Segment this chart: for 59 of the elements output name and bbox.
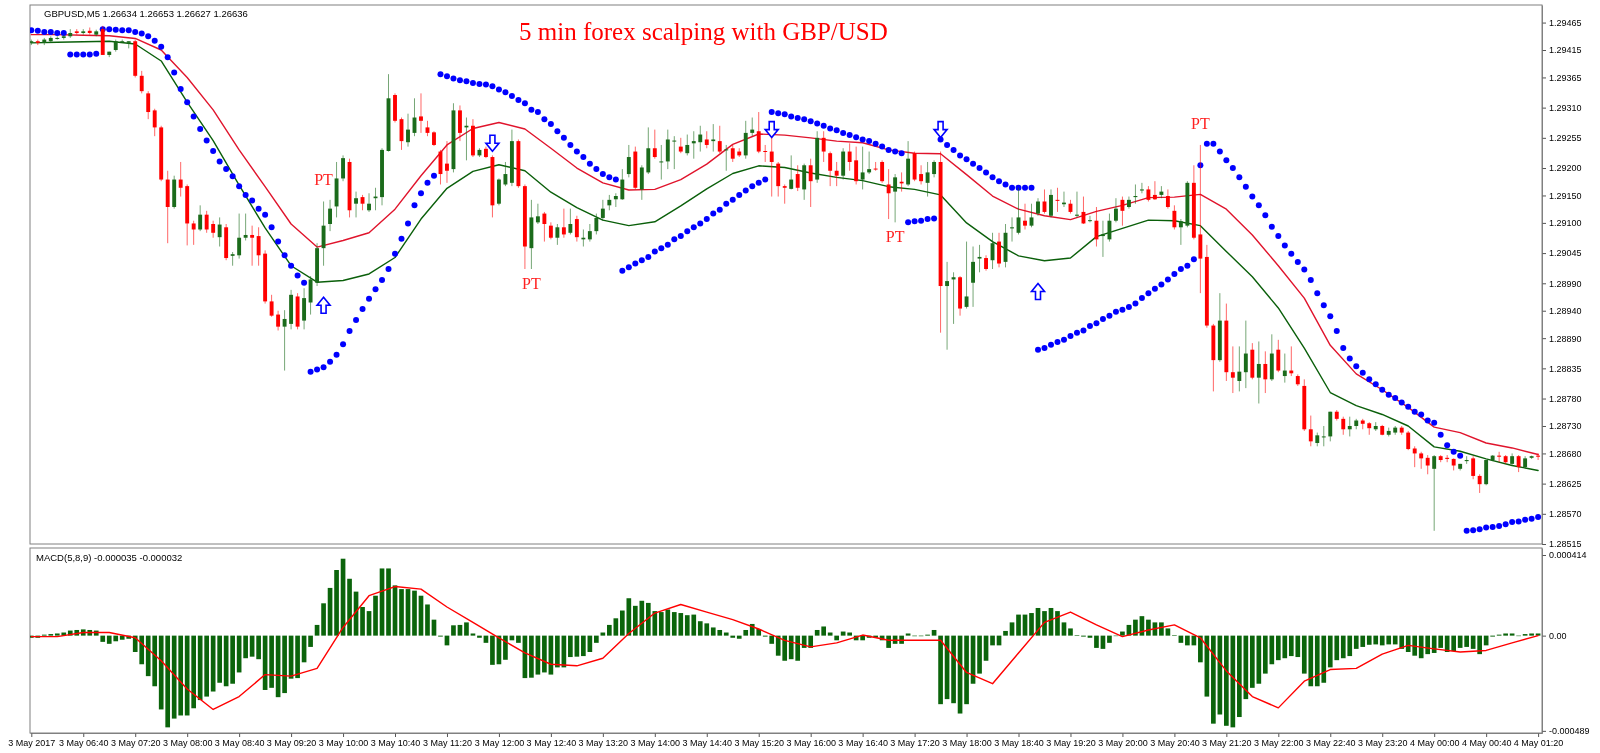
- y-tick-label: 1.28730: [1549, 421, 1582, 432]
- x-tick-label: 3 May 12:00: [474, 738, 525, 749]
- y-tick-label: 1.29365: [1549, 72, 1582, 83]
- annotation: PT: [522, 274, 541, 292]
- x-tick-label: 3 May 20:00: [1098, 738, 1148, 749]
- x-tick-label: 3 May 09:20: [266, 738, 317, 749]
- x-tick-label: 3 May 12:40: [526, 738, 577, 749]
- x-tick-label: 3 May 14:00: [630, 738, 681, 749]
- x-tick-label: 3 May 16:40: [838, 738, 888, 749]
- x-tick-label: 3 May 11:20: [423, 738, 472, 749]
- y-tick-label: 1.29150: [1549, 190, 1582, 201]
- y-tick-label: 1.29045: [1549, 248, 1582, 259]
- text: 5 min forex scalping with GBP/USD: [519, 18, 888, 45]
- x-tick-label: 3 May 23:20: [1357, 738, 1408, 749]
- y-tick-label: 1.28835: [1549, 363, 1582, 374]
- x-tick-label: 3 May 21:20: [1202, 738, 1252, 749]
- y-tick-label: 0.00: [1549, 631, 1567, 642]
- y-tick-label: 1.29200: [1549, 163, 1582, 174]
- x-tick-label: 3 May 13:20: [578, 738, 629, 749]
- annotation: PT: [1191, 114, 1210, 132]
- x-tick-label: 3 May 19:20: [1046, 738, 1096, 749]
- y-tick-label: 1.28780: [1549, 393, 1582, 404]
- x-tick-label: 3 May 10:00: [318, 738, 369, 749]
- x-tick-label: 3 May 18:40: [994, 738, 1044, 749]
- y-tick-label: 1.28990: [1549, 278, 1582, 289]
- chart-title: MACD(5,8,9) -0.000035 -0.000032: [36, 552, 183, 563]
- x-tick-label: 3 May 08:00: [162, 738, 213, 749]
- x-tick-label: 4 May 00:00: [1409, 738, 1460, 749]
- y-tick-label: 1.28890: [1549, 333, 1582, 344]
- chart-subtitle: GBPUSD,M5 1.26634 1.26653 1.26627 1.26636: [44, 8, 248, 19]
- y-tick-label: 1.28570: [1549, 509, 1582, 520]
- y-tick-label: -0.000489: [1549, 726, 1590, 737]
- y-tick-label: 1.28680: [1549, 448, 1582, 459]
- x-tick-label: 4 May 01:20: [1513, 738, 1564, 749]
- y-tick-label: 1.29415: [1549, 45, 1582, 56]
- x-tick-label: 3 May 08:40: [214, 738, 265, 749]
- y-tick-label: 1.29310: [1549, 103, 1582, 114]
- y-tick-label: 0.000414: [1549, 550, 1587, 561]
- x-tick-label: 3 May 22:00: [1254, 738, 1304, 749]
- x-tick-label: 3 May 15:20: [734, 738, 784, 749]
- x-tick-label: 3 May 16:00: [786, 738, 836, 749]
- x-tick-label: 4 May 00:40: [1461, 738, 1512, 749]
- x-tick-label: 3 May 10:40: [370, 738, 421, 749]
- y-tick-label: 1.28515: [1549, 539, 1582, 550]
- y-tick-label: 1.29255: [1549, 133, 1582, 144]
- annotation: PT: [885, 227, 905, 245]
- x-tick-label: 3 May 20:40: [1150, 738, 1200, 749]
- x-tick-label: 3 May 07:20: [110, 738, 161, 749]
- y-tick-label: 1.28940: [1549, 306, 1582, 317]
- y-tick-label: 1.29465: [1549, 17, 1582, 28]
- x-tick-label: 3 May 2017: [8, 738, 56, 749]
- annotation: PT: [314, 171, 334, 188]
- x-tick-label: 3 May 22:40: [1306, 738, 1356, 749]
- x-tick-label: 3 May 06:40: [58, 738, 109, 749]
- x-tick-label: 3 May 18:00: [942, 738, 992, 749]
- y-tick-label: 1.29100: [1549, 218, 1582, 229]
- x-tick-label: 3 May 17:20: [890, 738, 940, 749]
- y-tick-label: 1.28625: [1549, 479, 1582, 489]
- x-tick-label: 3 May 14:40: [682, 738, 733, 749]
